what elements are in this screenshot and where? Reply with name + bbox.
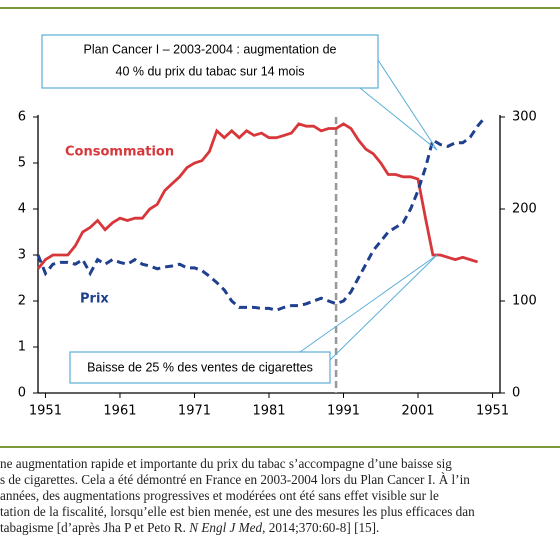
series-label: Consommation: [65, 145, 174, 160]
y-tick-label: 5: [18, 156, 26, 171]
caption-line: ne augmentation rapide et importante du …: [0, 456, 452, 471]
y-tick-label: 3: [18, 248, 26, 263]
x-tick-label: 2001: [401, 404, 434, 419]
series-line: [36, 116, 487, 312]
x-tick-label: 1991: [327, 404, 360, 419]
y2-tick-label: 0: [512, 386, 520, 401]
y-tick-label: 6: [18, 110, 26, 125]
series-line: [36, 122, 479, 270]
callout-line: [329, 254, 438, 361]
x-tick-label: 1951: [476, 404, 509, 419]
caption-part: tabagisme [d’après Jha P et Peto R.: [0, 520, 190, 535]
series-label: Prix: [80, 292, 109, 307]
chart: 0 1 2 3 4 5 6 0 100 200 300 1951 1961 1971 1981 1991 200…: [0, 7, 560, 448]
annotation: Plan Cancer I – 2003-2004 : augmentation…: [84, 42, 337, 56]
x-tick-label: 1971: [178, 404, 211, 419]
x-tick-label: 1961: [103, 404, 136, 419]
caption-part: N Engl J Med: [189, 520, 263, 535]
y-tick-label: 2: [18, 294, 26, 309]
caption-line: années, des augmentations progressives e…: [0, 488, 439, 503]
callout-box: [69, 351, 331, 384]
y-tick-label: 0: [18, 386, 26, 401]
y2-tick-label: 100: [512, 294, 537, 309]
x-tick-label: 1981: [252, 404, 285, 419]
y-tick-label: 1: [18, 340, 26, 355]
callout-line: [377, 59, 438, 151]
y-tick-label: 4: [18, 202, 26, 217]
caption-line: tabagisme [d’après Jha P et Peto R. N En…: [0, 520, 560, 536]
caption-line: s de cigarettes. Cela a été démontré en …: [0, 472, 470, 487]
callout-line: [299, 254, 438, 353]
annotation: Baisse de 25 % des ventes de cigarettes: [87, 360, 313, 374]
caption: ne augmentation rapide et importante du …: [0, 456, 560, 536]
caption-line: tation de la fiscalité, lorsqu’elle est …: [0, 504, 475, 519]
y2-tick-label: 200: [512, 202, 537, 217]
callout-line: [359, 87, 438, 151]
annotation: 40 % du prix du tabac sur 14 mois: [116, 64, 305, 78]
caption-part: , 2014;370:60-8] [15].: [262, 520, 380, 535]
x-tick-label: 1951: [29, 404, 62, 419]
y2-tick-label: 300: [512, 110, 537, 125]
callout-box: [41, 34, 379, 89]
